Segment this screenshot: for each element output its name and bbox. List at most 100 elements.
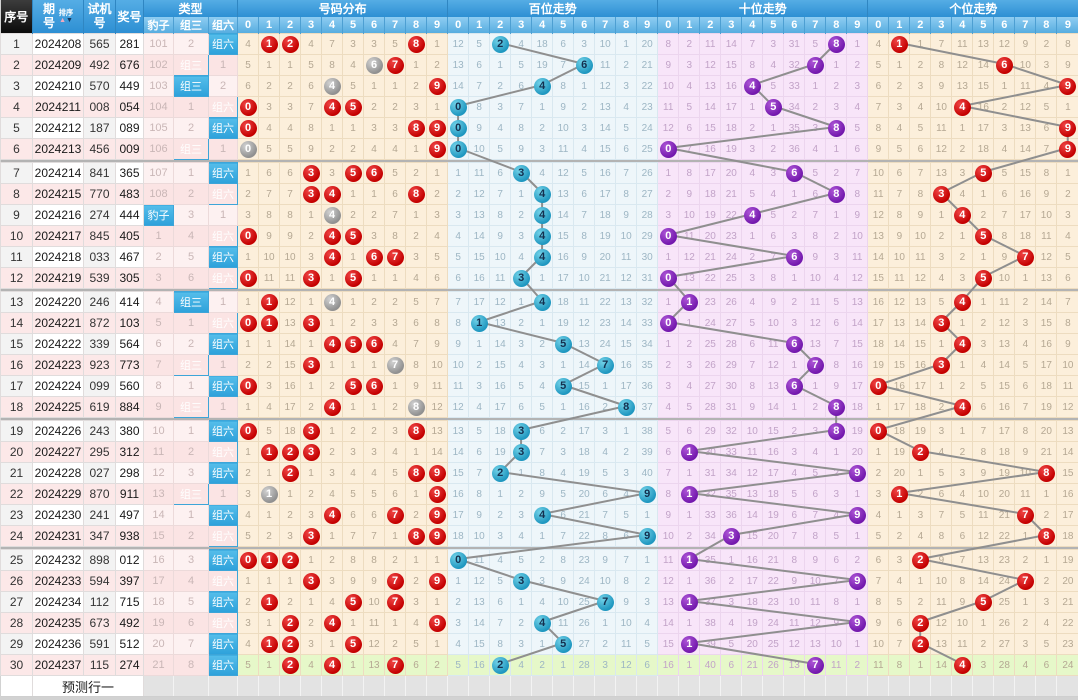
ge-cell: 6	[909, 138, 932, 160]
bai-cell: 1	[573, 75, 596, 97]
shi-cell: 5	[804, 33, 827, 55]
header-digit-dist-4: 4	[321, 17, 344, 34]
shi-cell: 20	[846, 441, 869, 463]
prediction-cell	[384, 675, 407, 697]
shi-cell: 10	[804, 570, 827, 592]
dist-cell: 5	[237, 654, 260, 676]
shi-cell: 20	[720, 162, 743, 184]
bai-cell: 4	[510, 33, 533, 55]
dist-cell: 7	[384, 570, 407, 592]
drawn-digit-circle: 9	[428, 464, 446, 482]
bai-cell: 13	[615, 291, 638, 313]
ge-cell: 5	[972, 591, 995, 613]
dist-cell: 1	[300, 333, 323, 355]
type-cell: 组六	[207, 246, 239, 268]
test-number-cell: 673	[83, 612, 116, 634]
dist-cell: 4	[321, 225, 344, 247]
sort-control[interactable]: 排序 ▲▼	[58, 9, 74, 24]
bai-cell: 31	[636, 267, 659, 289]
units-digit-circle: 4	[953, 293, 971, 311]
shi-cell: 6	[783, 504, 806, 526]
shi-cell: 2	[657, 354, 680, 376]
bai-cell: 12	[468, 183, 491, 205]
shi-cell: 9	[846, 462, 869, 484]
ge-cell: 6	[993, 183, 1016, 205]
bai-cell: 7	[468, 75, 491, 97]
sort-desc-icon[interactable]: ▼	[66, 17, 73, 24]
type-cell: 7	[173, 633, 209, 655]
bai-cell: 13	[594, 96, 617, 118]
units-digit-circle: 0	[869, 377, 887, 395]
type-cell: 组六	[207, 549, 239, 571]
test-number-cell: 243	[83, 420, 116, 442]
header-digit-bai-3: 3	[510, 17, 533, 34]
shi-cell: 10	[741, 420, 764, 442]
dist-cell: 10	[279, 246, 302, 268]
shi-cell: 4	[804, 138, 827, 160]
dist-cell: 1	[342, 612, 365, 634]
serial-cell: 9	[0, 204, 33, 226]
shi-cell: 20	[741, 633, 764, 655]
hundreds-digit-circle: 4	[533, 614, 551, 632]
type-cell: 组六	[207, 267, 239, 289]
bai-cell: 1	[489, 483, 512, 505]
drawn-digit-circle: 2	[281, 656, 299, 674]
ge-cell: 4	[951, 183, 974, 205]
dist-cell: 8	[321, 54, 344, 76]
prediction-cell	[279, 675, 302, 697]
dist-cell: 13	[279, 312, 302, 334]
dist-cell: 2	[300, 483, 323, 505]
type-cell: 2	[173, 117, 209, 139]
ge-cell: 13	[993, 333, 1016, 355]
ge-cell: 17	[909, 375, 932, 397]
dist-cell: 1	[300, 591, 323, 613]
shi-cell: 33	[720, 441, 743, 463]
ge-cell: 14	[1035, 291, 1058, 313]
shi-cell: 39	[699, 633, 722, 655]
bai-cell: 2	[489, 75, 512, 97]
shi-cell: 30	[720, 375, 743, 397]
sort-asc-icon[interactable]: ▲	[59, 17, 66, 24]
ge-cell: 10	[972, 483, 995, 505]
dist-cell: 2	[279, 549, 302, 571]
dist-cell: 2	[279, 591, 302, 613]
dist-cell: 6	[363, 333, 386, 355]
type-cell: 1	[207, 354, 239, 376]
ge-cell: 4	[867, 33, 890, 55]
type-cell: 108	[143, 183, 174, 205]
shi-cell: 14	[657, 612, 680, 634]
bai-cell: 5	[447, 654, 470, 676]
bai-cell: 3	[531, 570, 554, 592]
period-cell: 2024237	[32, 654, 84, 676]
bai-cell: 27	[573, 633, 596, 655]
shi-cell: 8	[825, 420, 848, 442]
shi-cell: 5	[657, 420, 680, 442]
dist-cell: 8	[405, 183, 428, 205]
ge-cell: 1	[1014, 591, 1037, 613]
period-cell: 2024218	[32, 246, 84, 268]
dist-cell: 8	[279, 204, 302, 226]
shi-cell: 7	[678, 138, 701, 160]
ge-cell: 7	[951, 549, 974, 571]
bai-cell: 2	[447, 183, 470, 205]
bai-cell: 8	[552, 549, 575, 571]
drawn-digit-circle: 7	[386, 248, 404, 266]
period-cell: 2024231	[32, 525, 84, 547]
type-cell: 组六	[207, 183, 239, 205]
dist-cell: 0	[237, 312, 260, 334]
bai-cell: 1	[468, 333, 491, 355]
prediction-cell	[741, 675, 764, 697]
bai-cell: 22	[573, 525, 596, 547]
dist-cell: 1	[237, 441, 260, 463]
prediction-cell	[888, 675, 911, 697]
dist-cell: 9	[342, 570, 365, 592]
shi-cell: 5	[846, 117, 869, 139]
drawn-digit-circle: 5	[344, 164, 362, 182]
drawn-digit-circle: 6	[365, 377, 383, 395]
bai-cell: 13	[447, 54, 470, 76]
table-row: 29 2024236 591 512 20 7 组六 4 1 2 3 1 5 12 2 5 1 4 15 8 3 1 5 27…	[0, 633, 1078, 655]
ge-cell: 1	[909, 462, 932, 484]
shi-cell: 8	[762, 267, 785, 289]
bai-cell: 19	[573, 462, 596, 484]
win-number-cell: 009	[115, 138, 144, 160]
